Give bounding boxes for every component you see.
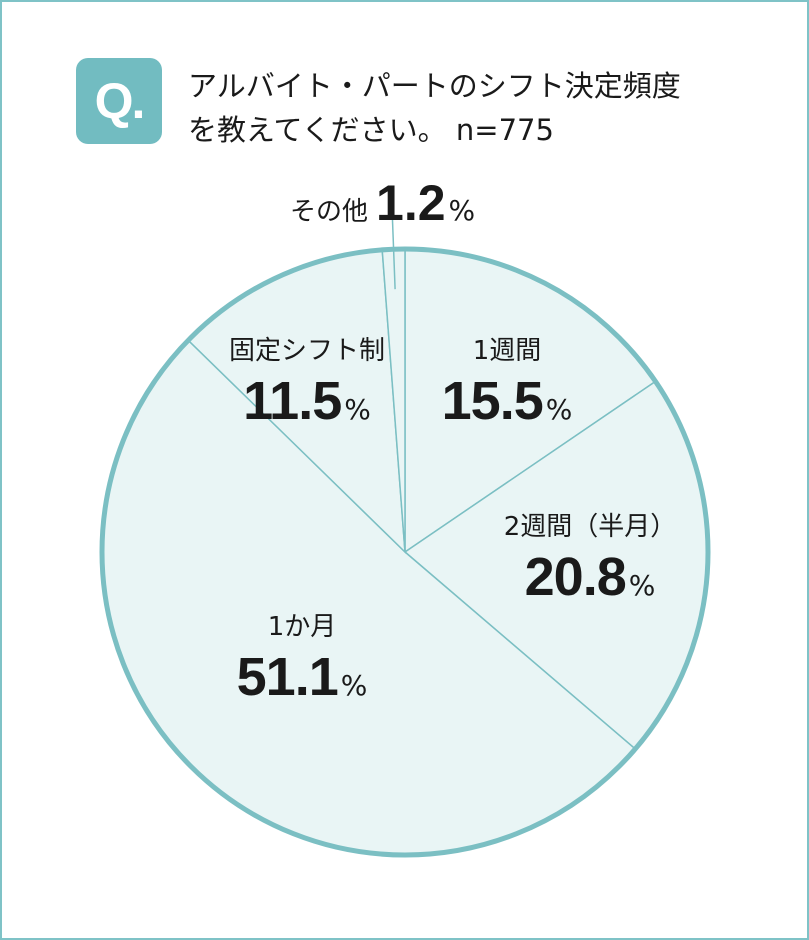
slice-label-other: その他 1.2% <box>290 178 475 228</box>
slice-value: 51.1 <box>236 647 339 707</box>
slice-unit: % <box>448 194 476 227</box>
leader-line-other <box>391 219 396 290</box>
slice-unit: % <box>545 393 573 426</box>
slice-value: 15.5 <box>441 371 544 431</box>
slice-value: 11.5 <box>243 371 342 431</box>
slice-value: 1.2 <box>376 175 446 231</box>
slice-name: 1週間 <box>472 336 542 366</box>
slice-label-fixed-shift: 固定シフト制 11.5% <box>212 338 402 428</box>
slice-name: 1か月 <box>267 612 337 642</box>
slice-value: 20.8 <box>524 547 627 607</box>
question-line-1: アルバイト・パートのシフト決定頻度 <box>188 69 681 103</box>
question-line-2: を教えてください。 n=775 <box>188 113 554 147</box>
slice-label-2weeks: 2週間（半月） 20.8% <box>490 514 690 604</box>
slice-name: 2週間（半月） <box>503 512 677 542</box>
question-text: アルバイト・パートのシフト決定頻度 を教えてください。 n=775 <box>188 64 788 152</box>
slice-name: 固定シフト制 <box>228 336 385 366</box>
slice-unit: % <box>344 393 371 426</box>
question-badge: Q. <box>76 58 162 144</box>
slice-unit: % <box>340 669 368 702</box>
pie-outline <box>99 246 711 858</box>
slice-label-1month: 1か月 51.1% <box>212 614 392 704</box>
slice-label-1week: 1週間 15.5% <box>422 338 592 428</box>
slice-unit: % <box>628 569 656 602</box>
slice-name: その他 <box>290 197 369 227</box>
